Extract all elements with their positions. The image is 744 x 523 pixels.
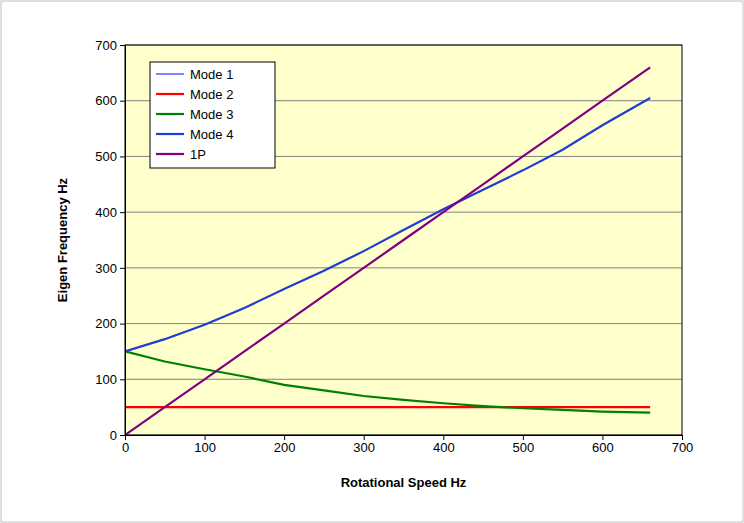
y-axis: 0 100 200 300 400 500 600 700	[95, 38, 125, 443]
tick-label: 600	[592, 440, 614, 455]
tick: 0	[122, 435, 129, 455]
tick: 0	[110, 428, 125, 443]
legend-swatch	[156, 74, 184, 75]
tick-mark	[120, 268, 125, 269]
tick-mark	[120, 45, 125, 46]
series-line	[125, 98, 650, 351]
tick: 300	[353, 435, 375, 455]
tick-label: 0	[122, 440, 129, 455]
tick-mark	[120, 101, 125, 102]
plot-area	[125, 45, 682, 435]
legend-label: Mode 1	[190, 67, 233, 82]
legend-label: Mode 2	[190, 87, 233, 102]
chart: 0 100 200 300 400 500 600 700 0 100 200 300 400 500 60…	[0, 0, 744, 523]
tick-label: 400	[433, 440, 455, 455]
tick-label: 300	[95, 261, 117, 276]
legend-swatch	[156, 153, 184, 155]
plot-frame	[125, 45, 682, 435]
x-axis: 0 100 200 300 400 500 600 700	[122, 435, 693, 455]
axis-line	[120, 46, 126, 436]
tick-mark	[120, 156, 125, 157]
series-line	[125, 406, 650, 408]
tick-label: 300	[353, 440, 375, 455]
tick-label: 700	[95, 38, 117, 53]
tick: 500	[95, 149, 125, 164]
series-line	[125, 98, 650, 351]
legend-label: Mode 3	[190, 107, 233, 122]
tick: 700	[672, 435, 694, 455]
tick-label: 0	[110, 428, 117, 443]
tick-label: 200	[274, 440, 296, 455]
tick-label: 500	[513, 440, 535, 455]
y-axis-title: Eigen Frequency Hz	[55, 177, 70, 302]
tick-label: 200	[95, 316, 117, 331]
tick: 300	[95, 261, 125, 276]
grid-line	[125, 379, 682, 380]
tick: 600	[592, 435, 614, 455]
tick-label: 100	[95, 372, 117, 387]
tick-label: 500	[95, 149, 117, 164]
series-line	[125, 351, 650, 412]
grid-line	[125, 212, 682, 213]
tick-mark	[120, 324, 125, 325]
tick: 500	[513, 435, 535, 455]
legend: Mode 1 Mode 2 Mode 3 Mode 4 1P	[150, 62, 275, 168]
tick-label: 700	[672, 440, 694, 455]
tick-label: 100	[194, 440, 216, 455]
legend-swatch	[156, 93, 184, 95]
tick: 400	[433, 435, 455, 455]
background	[1, 1, 743, 522]
tick-label: 400	[95, 205, 117, 220]
grid-line	[125, 267, 682, 268]
x-axis-title: Rotational Speed Hz	[341, 475, 467, 490]
legend-label: Mode 4	[190, 127, 233, 142]
tick: 400	[95, 205, 125, 220]
tick-mark	[120, 435, 125, 436]
tick-mark	[120, 212, 125, 213]
tick-label: 600	[95, 93, 117, 108]
tick: 100	[194, 435, 216, 455]
tick-mark	[120, 379, 125, 380]
grid	[125, 45, 682, 435]
plot: 0 100 200 300 400 500 600 700 0 100 200 300 400 500 60…	[95, 38, 693, 456]
tick: 100	[95, 372, 125, 387]
legend-swatch	[156, 133, 184, 135]
legend-swatch	[156, 113, 184, 115]
tick: 600	[95, 93, 125, 108]
tick: 200	[95, 316, 125, 331]
legend-box	[150, 62, 275, 168]
legend-label: 1P	[190, 147, 206, 162]
tick: 200	[274, 435, 296, 455]
tick: 700	[95, 38, 125, 53]
